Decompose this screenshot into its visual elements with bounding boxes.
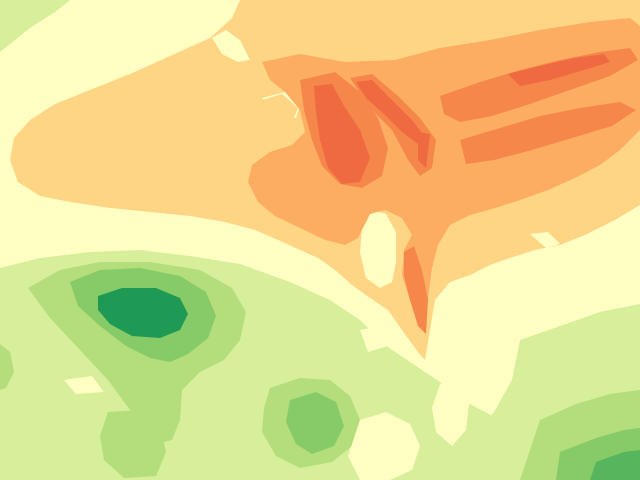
cream-notch-east [530, 232, 560, 248]
southwest-green-core [98, 288, 188, 338]
southwest-cream-islands-1 [64, 376, 104, 394]
southwest-green-foot [100, 410, 166, 478]
west-green-edge [0, 344, 14, 390]
southeast-cream-gap [432, 376, 470, 446]
red-core-central [356, 80, 424, 144]
cream-notch-north [212, 30, 250, 62]
red-core-west [314, 84, 370, 184]
dark-orange-streak-east-2 [460, 102, 636, 164]
southwest-cream-islands-2 [360, 326, 388, 352]
cream-peninsula [360, 210, 396, 288]
southwest-green-inner-lobe [286, 392, 344, 454]
northwest-green-band [0, 0, 70, 52]
red-core-spot [418, 132, 430, 168]
southern-cream-channel [348, 412, 420, 480]
dark-orange-streak-south [404, 246, 428, 334]
southeast-green-core [590, 450, 640, 480]
cream-hole-north [262, 94, 298, 122]
red-core-east [508, 54, 610, 86]
